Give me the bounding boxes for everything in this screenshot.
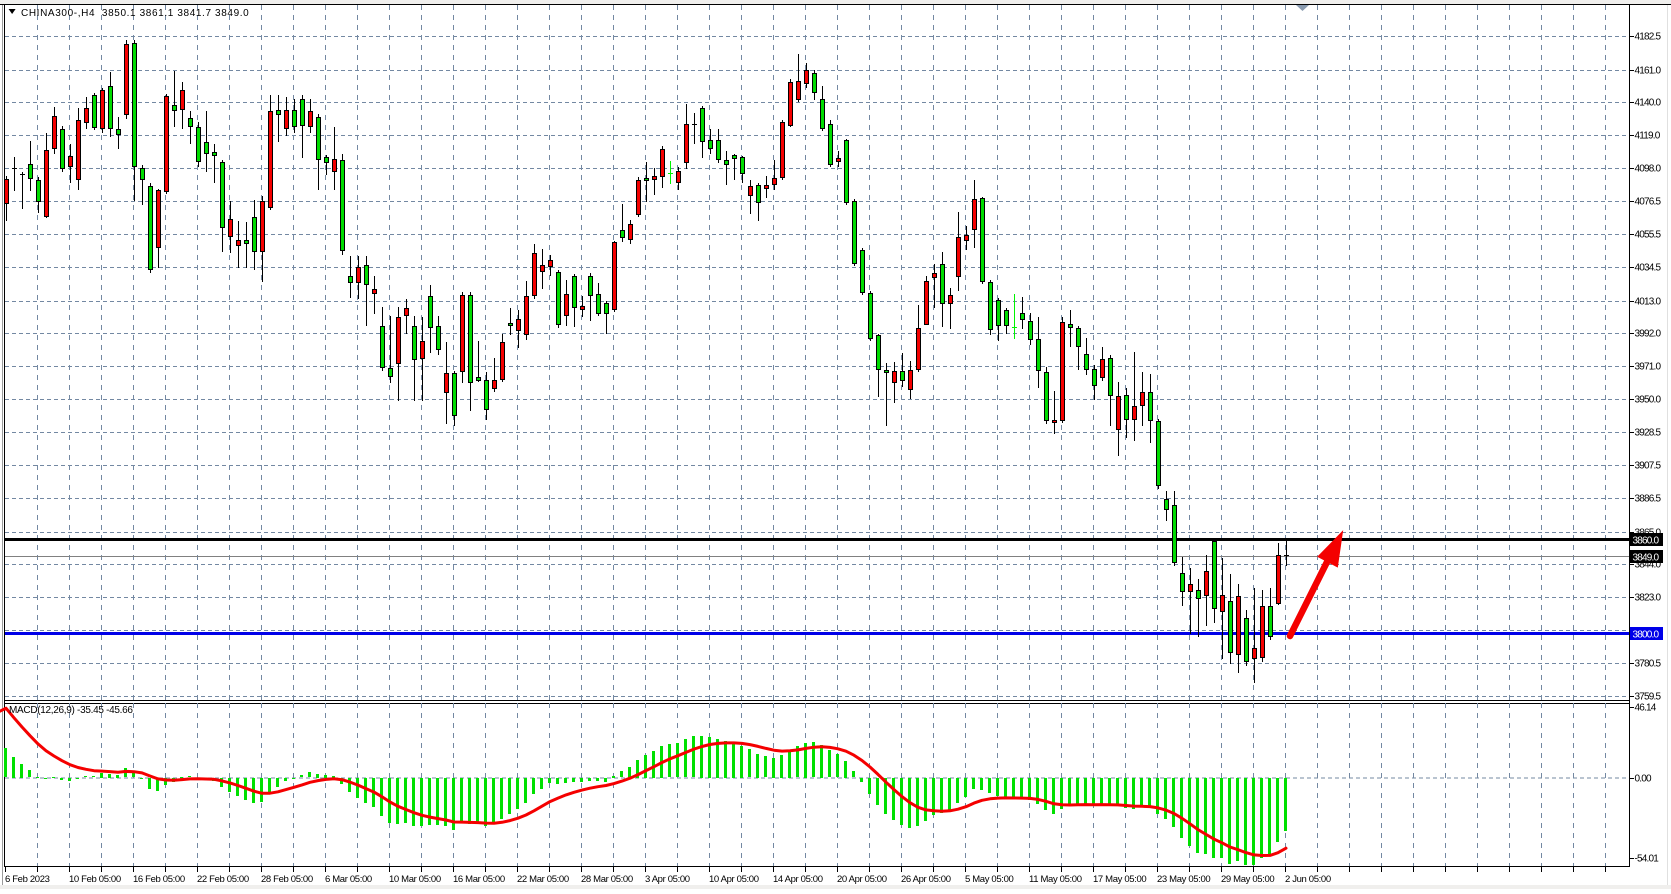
- svg-text:0.00: 0.00: [1635, 774, 1653, 785]
- svg-text:10 Feb 05:00: 10 Feb 05:00: [69, 874, 121, 885]
- svg-text:28 Feb 05:00: 28 Feb 05:00: [261, 874, 313, 885]
- svg-text:3992.0: 3992.0: [1635, 329, 1662, 340]
- svg-text:29 May 05:00: 29 May 05:00: [1221, 874, 1274, 885]
- svg-text:16 Feb 05:00: 16 Feb 05:00: [133, 874, 185, 885]
- svg-text:3 Apr 05:00: 3 Apr 05:00: [645, 874, 690, 885]
- svg-text:3800.0: 3800.0: [1633, 630, 1660, 641]
- svg-text:3928.5: 3928.5: [1635, 428, 1662, 439]
- svg-text:4119.0: 4119.0: [1635, 131, 1661, 142]
- svg-text:16 Mar 05:00: 16 Mar 05:00: [453, 874, 505, 885]
- svg-text:3860.0: 3860.0: [1633, 536, 1660, 547]
- svg-text:46.14: 46.14: [1635, 703, 1657, 714]
- svg-text:10 Apr 05:00: 10 Apr 05:00: [709, 874, 759, 885]
- svg-text:4098.0: 4098.0: [1635, 164, 1662, 175]
- svg-text:10 Mar 05:00: 10 Mar 05:00: [389, 874, 441, 885]
- svg-text:3844.0: 3844.0: [1635, 560, 1662, 571]
- svg-text:3780.5: 3780.5: [1635, 659, 1662, 670]
- svg-text:4055.5: 4055.5: [1635, 230, 1662, 241]
- svg-text:11 May 05:00: 11 May 05:00: [1029, 874, 1082, 885]
- svg-text:5 May 05:00: 5 May 05:00: [965, 874, 1013, 885]
- svg-text:17 May 05:00: 17 May 05:00: [1093, 874, 1146, 885]
- svg-text:22 Feb 05:00: 22 Feb 05:00: [197, 874, 249, 885]
- svg-text:MACD(12,26,9) -35.45 -45.66: MACD(12,26,9) -35.45 -45.66: [9, 705, 133, 716]
- svg-text:6 Mar 05:00: 6 Mar 05:00: [325, 874, 372, 885]
- svg-text:3823.0: 3823.0: [1635, 593, 1662, 604]
- svg-text:3950.0: 3950.0: [1635, 395, 1662, 406]
- svg-text:23 May 05:00: 23 May 05:00: [1157, 874, 1210, 885]
- svg-text:3907.5: 3907.5: [1635, 461, 1662, 472]
- svg-text:3759.5: 3759.5: [1635, 692, 1662, 703]
- svg-text:3971.0: 3971.0: [1635, 362, 1662, 373]
- svg-text:-54.01: -54.01: [1635, 854, 1660, 865]
- svg-text:4076.5: 4076.5: [1635, 197, 1662, 208]
- svg-text:26 Apr 05:00: 26 Apr 05:00: [901, 874, 951, 885]
- svg-text:14 Apr 05:00: 14 Apr 05:00: [773, 874, 823, 885]
- svg-text:28 Mar 05:00: 28 Mar 05:00: [581, 874, 633, 885]
- svg-text:4140.0: 4140.0: [1635, 98, 1662, 109]
- svg-text:22 Mar 05:00: 22 Mar 05:00: [517, 874, 569, 885]
- svg-text:3849.0: 3849.0: [1633, 553, 1660, 564]
- svg-text:6 Feb 2023: 6 Feb 2023: [5, 874, 50, 885]
- svg-text:4013.0: 4013.0: [1635, 297, 1662, 308]
- svg-text:4182.5: 4182.5: [1635, 32, 1662, 43]
- svg-text:4161.0: 4161.0: [1635, 66, 1662, 77]
- svg-text:4034.5: 4034.5: [1635, 263, 1662, 274]
- svg-text:CHINA300-,H4 3850.1 3861.1 38: CHINA300-,H4 3850.1 3861.1 3841.7 3849.0: [21, 8, 249, 19]
- svg-text:20 Apr 05:00: 20 Apr 05:00: [837, 874, 887, 885]
- svg-text:2 Jun 05:00: 2 Jun 05:00: [1285, 874, 1331, 885]
- svg-text:3886.5: 3886.5: [1635, 494, 1662, 505]
